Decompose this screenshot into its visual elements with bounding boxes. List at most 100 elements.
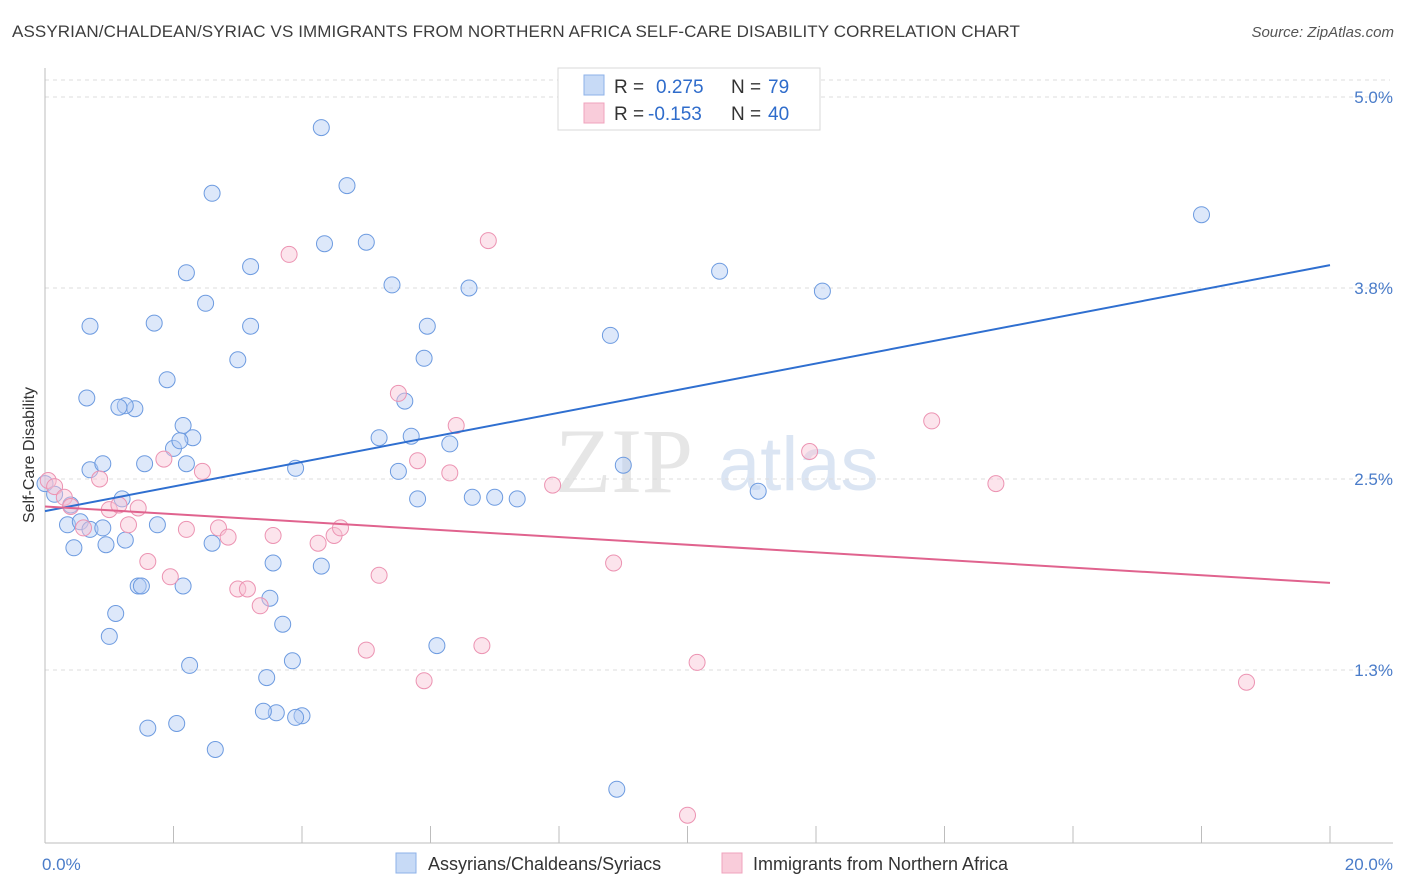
point-assyrians bbox=[312, 557, 330, 575]
point-northern-africa bbox=[357, 641, 375, 659]
point-assyrians bbox=[158, 371, 176, 389]
point-assyrians bbox=[59, 516, 76, 534]
point-assyrians bbox=[229, 351, 247, 369]
point-northern-africa bbox=[161, 568, 179, 586]
point-assyrians bbox=[463, 488, 481, 506]
trend-line-assyrians bbox=[44, 264, 1331, 513]
point-northern-africa bbox=[370, 566, 388, 584]
point-northern-africa bbox=[447, 417, 465, 434]
point-assyrians bbox=[267, 704, 285, 722]
point-assyrians bbox=[94, 455, 112, 473]
point-assyrians bbox=[242, 258, 260, 276]
point-assyrians bbox=[81, 317, 99, 335]
point-assyrians bbox=[206, 741, 224, 758]
point-assyrians bbox=[601, 326, 619, 344]
point-northern-africa bbox=[264, 527, 282, 544]
point-assyrians bbox=[415, 349, 433, 367]
point-assyrians bbox=[136, 455, 154, 473]
legend-n-value-1: 79 bbox=[768, 77, 789, 98]
point-northern-africa bbox=[801, 443, 819, 460]
point-assyrians bbox=[486, 488, 504, 506]
point-northern-africa bbox=[688, 653, 706, 671]
point-assyrians bbox=[383, 276, 401, 294]
correlation-legend: R = 0.275 N = 79 R = -0.153 N = 40 bbox=[557, 67, 821, 131]
trend-lines bbox=[44, 264, 1331, 584]
point-assyrians bbox=[203, 534, 221, 552]
point-assyrians bbox=[508, 490, 526, 508]
point-northern-africa bbox=[544, 476, 562, 494]
data-points bbox=[36, 119, 1255, 824]
point-assyrians bbox=[171, 432, 189, 450]
bottom-legend-swatch-series1 bbox=[395, 852, 417, 874]
point-northern-africa bbox=[309, 534, 327, 552]
point-assyrians bbox=[36, 475, 54, 493]
point-assyrians bbox=[174, 577, 192, 595]
point-northern-africa bbox=[177, 520, 195, 538]
point-assyrians bbox=[274, 615, 292, 633]
point-assyrians bbox=[312, 119, 330, 137]
point-northern-africa bbox=[238, 580, 256, 598]
point-northern-africa bbox=[605, 554, 623, 572]
point-assyrians bbox=[145, 314, 163, 332]
point-assyrians bbox=[258, 669, 276, 687]
point-assyrians bbox=[139, 719, 157, 737]
point-northern-africa bbox=[332, 519, 349, 537]
bottom-legend-series2: Immigrants from Northern Africa bbox=[753, 854, 1009, 874]
bottom-legend-swatch-series2 bbox=[721, 852, 743, 874]
point-assyrians bbox=[181, 656, 199, 674]
legend-swatch-series2 bbox=[583, 102, 605, 124]
watermark-zip: ZIP bbox=[555, 410, 693, 512]
y-tick-label: 1.3% bbox=[1354, 661, 1393, 680]
point-assyrians bbox=[148, 516, 166, 534]
point-northern-africa bbox=[155, 450, 173, 468]
point-assyrians bbox=[283, 652, 301, 670]
point-assyrians bbox=[177, 455, 195, 473]
watermark-atlas: atlas bbox=[718, 422, 879, 507]
point-assyrians bbox=[65, 539, 83, 557]
point-assyrians bbox=[316, 235, 333, 253]
point-assyrians bbox=[107, 605, 125, 622]
chart-source: Source: ZipAtlas.com bbox=[1251, 24, 1394, 41]
point-northern-africa bbox=[91, 470, 109, 488]
point-assyrians bbox=[100, 627, 118, 645]
point-northern-africa bbox=[441, 464, 459, 482]
series-legend: Assyrians/Chaldeans/Syriacs Immigrants f… bbox=[395, 852, 1009, 874]
point-northern-africa bbox=[987, 475, 1005, 493]
point-assyrians bbox=[418, 317, 436, 335]
point-northern-africa bbox=[229, 580, 247, 598]
bottom-legend-series1: Assyrians/Chaldeans/Syriacs bbox=[428, 854, 661, 874]
point-assyrians bbox=[116, 397, 134, 415]
point-northern-africa bbox=[139, 553, 157, 570]
point-northern-africa bbox=[55, 488, 73, 506]
point-assyrians bbox=[254, 702, 272, 720]
point-northern-africa bbox=[75, 519, 92, 537]
point-northern-africa bbox=[280, 245, 298, 263]
point-assyrians bbox=[293, 707, 311, 725]
point-assyrians bbox=[1193, 206, 1210, 224]
y-axis-label: Self-Care Disability bbox=[21, 387, 38, 523]
point-northern-africa bbox=[409, 452, 427, 470]
y-tick-label: 2.5% bbox=[1354, 470, 1393, 489]
legend-n-label-1: N = bbox=[731, 77, 761, 98]
point-assyrians bbox=[94, 519, 112, 537]
point-northern-africa bbox=[389, 384, 407, 402]
point-assyrians bbox=[184, 429, 202, 447]
point-northern-africa bbox=[219, 528, 237, 546]
legend-r-value-2: -0.153 bbox=[648, 104, 702, 125]
point-assyrians bbox=[287, 708, 305, 726]
point-assyrians bbox=[711, 262, 729, 280]
point-assyrians bbox=[409, 490, 427, 508]
point-northern-africa bbox=[39, 472, 57, 489]
point-assyrians bbox=[357, 233, 375, 251]
point-northern-africa bbox=[1238, 673, 1255, 691]
point-northern-africa bbox=[923, 412, 941, 430]
point-assyrians bbox=[614, 456, 632, 474]
axes: 5.0% 3.8% 2.5% 1.3% 0.0% 20.0% bbox=[42, 68, 1393, 874]
chart-title: ASSYRIAN/CHALDEAN/SYRIAC VS IMMIGRANTS F… bbox=[12, 22, 1020, 41]
point-assyrians bbox=[441, 435, 459, 453]
point-northern-africa bbox=[473, 637, 491, 655]
point-northern-africa bbox=[120, 516, 137, 534]
x-tick-label: 0.0% bbox=[42, 855, 81, 874]
legend-n-label-2: N = bbox=[731, 104, 761, 125]
point-assyrians bbox=[264, 554, 282, 572]
